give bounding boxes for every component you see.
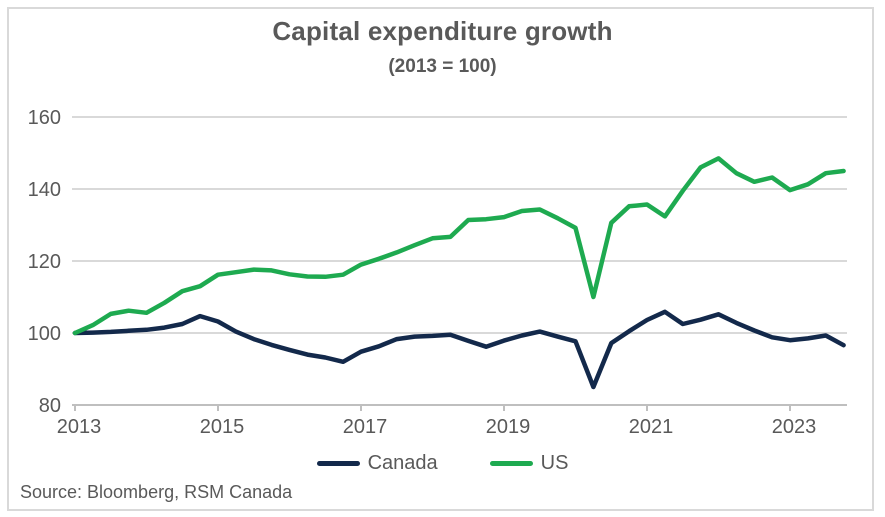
us-line: [72, 156, 846, 336]
canada-line-swatch: [316, 461, 360, 466]
y-axis-tick-label: 160: [28, 107, 61, 129]
legend-label-us: US: [540, 452, 569, 474]
x-axis-tick-label: 2021: [629, 416, 674, 438]
legend-item-canada: Canada: [316, 452, 438, 475]
x-axis-tick-label: 2017: [343, 416, 388, 438]
chart-subtitle: (2013 = 100): [388, 56, 497, 77]
canada-line: [72, 309, 846, 390]
us-line-swatch: [489, 461, 533, 466]
legend-label-canada: Canada: [367, 452, 438, 474]
x-axis-tick-label: 2019: [486, 416, 531, 438]
chart-title: Capital expenditure growth: [272, 16, 613, 46]
source-note: Source: Bloomberg, RSM Canada: [20, 482, 293, 502]
y-axis-tick-label: 140: [28, 179, 61, 201]
y-axis-tick-label: 120: [28, 251, 61, 273]
x-axis-tick-label: 2015: [200, 416, 245, 438]
legend-item-us: US: [489, 452, 569, 475]
x-axis-tick-label: 2013: [57, 416, 102, 438]
y-axis-tick-label: 100: [28, 323, 61, 345]
x-axis-tick-label: 2023: [772, 416, 817, 438]
chart-legend: Canada US: [0, 452, 885, 475]
y-axis-tick-label: 80: [39, 395, 61, 417]
